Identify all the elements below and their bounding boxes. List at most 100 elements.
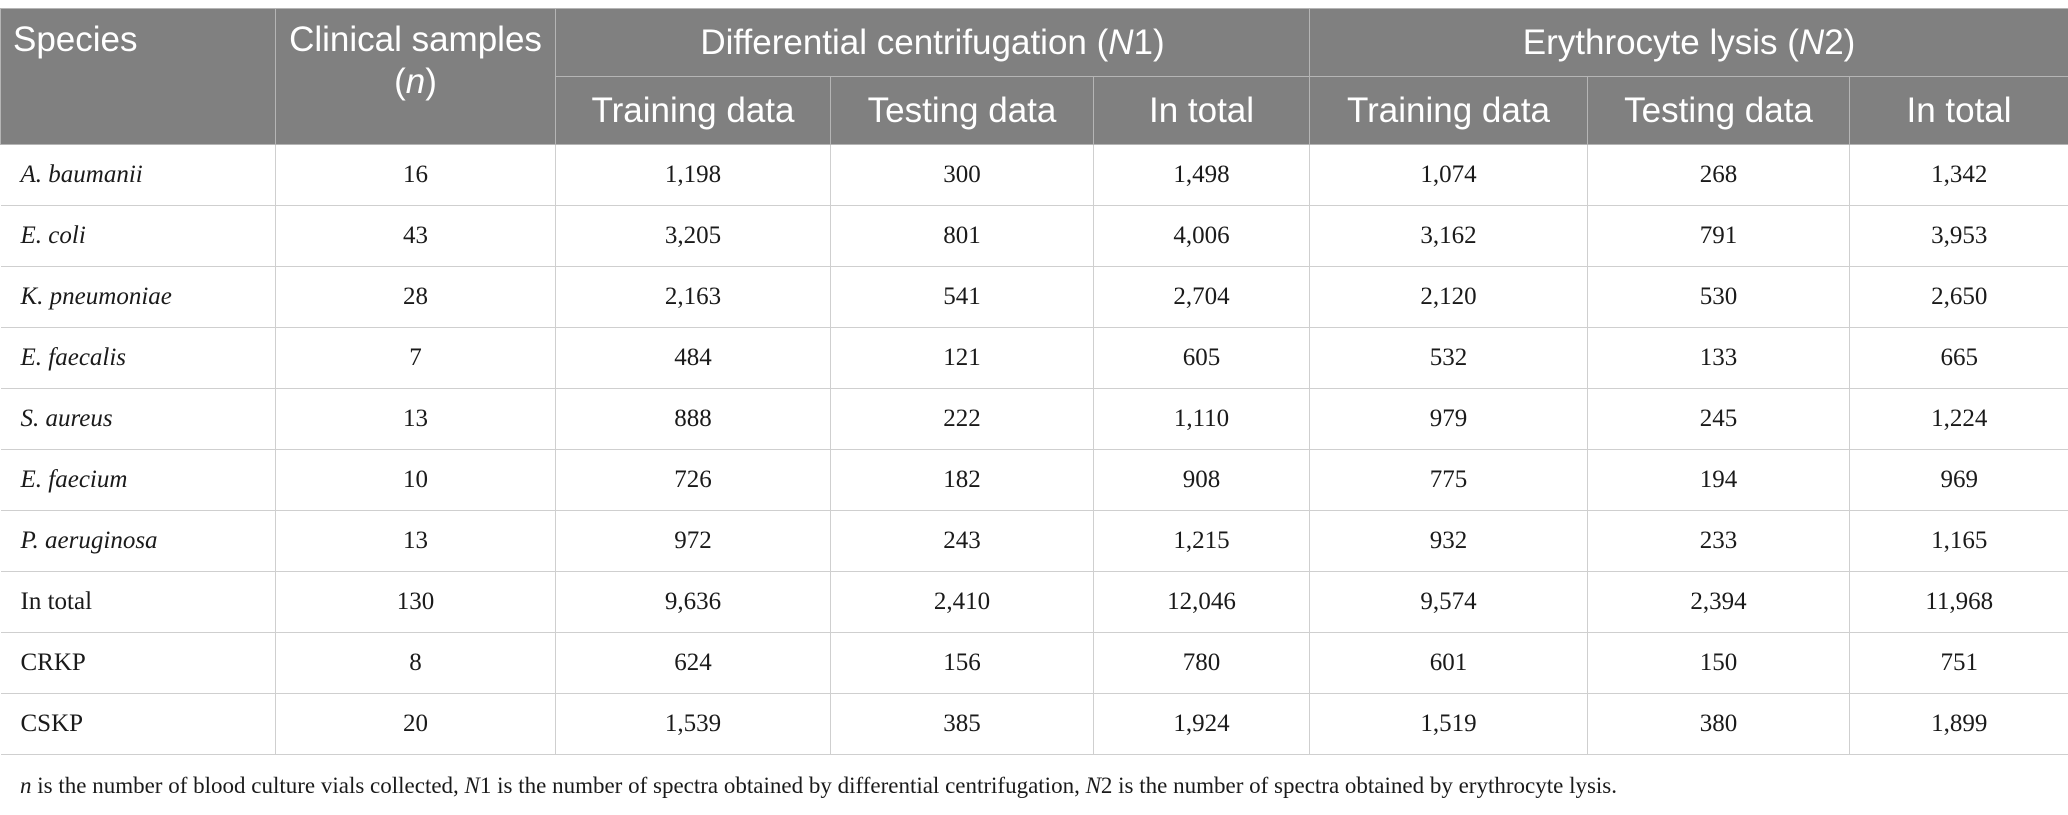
header-erythrocyte-lysis: Erythrocyte lysis (N2) — [1309, 8, 2068, 77]
cell-clinical-samples: 43 — [275, 205, 556, 267]
cell-n2-training: 775 — [1309, 449, 1589, 511]
header-n1-total: In total — [1092, 76, 1311, 145]
data-table: Species Clinical samples (n) Differentia… — [0, 8, 2068, 755]
cell-clinical-samples: 130 — [275, 571, 556, 633]
cell-species: S. aureus — [0, 388, 276, 450]
cell-clinical-samples: 13 — [275, 510, 556, 572]
table-row: E. coli 43 3,205 801 4,006 3,162 791 3,953 — [0, 205, 2068, 267]
cell-n1-total: 908 — [1093, 449, 1311, 511]
cell-n1-total: 2,704 — [1093, 266, 1311, 328]
cell-species: CRKP — [0, 632, 276, 694]
header-n1-testing: Testing data — [830, 76, 1094, 145]
cell-n1-training: 972 — [555, 510, 831, 572]
cell-species: CSKP — [0, 693, 276, 755]
header-n2-training: Training data — [1309, 76, 1589, 145]
table-row: E. faecalis 7 484 121 605 532 133 665 — [0, 327, 2068, 389]
cell-n2-total: 2,650 — [1849, 266, 2068, 328]
table-row: CRKP 8 624 156 780 601 150 751 — [0, 632, 2068, 694]
cell-n2-testing: 245 — [1587, 388, 1851, 450]
table-row: CSKP 20 1,539 385 1,924 1,519 380 1,899 — [0, 693, 2068, 755]
cell-n2-testing: 233 — [1587, 510, 1851, 572]
cell-n1-training: 1,539 — [555, 693, 831, 755]
cell-n1-testing: 182 — [830, 449, 1094, 511]
cell-n1-testing: 385 — [830, 693, 1094, 755]
cell-clinical-samples: 8 — [275, 632, 556, 694]
cell-n2-training: 3,162 — [1309, 205, 1589, 267]
table-row: S. aureus 13 888 222 1,110 979 245 1,224 — [0, 388, 2068, 450]
cell-n2-training: 9,574 — [1309, 571, 1589, 633]
cell-n1-training: 484 — [555, 327, 831, 389]
header-differential-centrifugation: Differential centrifugation (N1) — [554, 8, 1311, 77]
cell-n1-training: 3,205 — [555, 205, 831, 267]
cell-n1-training: 2,163 — [555, 266, 831, 328]
cell-species: P. aeruginosa — [0, 510, 276, 572]
cell-species: A. baumanii — [0, 144, 276, 206]
cell-species: In total — [0, 571, 276, 633]
cell-n1-training: 726 — [555, 449, 831, 511]
cell-clinical-samples: 7 — [275, 327, 556, 389]
header-n2-testing: Testing data — [1587, 76, 1851, 145]
header-species: Species — [0, 8, 276, 145]
header-clinical-label: Clinical samples (n) — [289, 20, 542, 101]
table-footnote: n is the number of blood culture vials c… — [20, 773, 1617, 799]
cell-n2-total: 1,224 — [1849, 388, 2068, 450]
cell-n1-total: 605 — [1093, 327, 1311, 389]
cell-n2-testing: 268 — [1587, 144, 1851, 206]
cell-n1-total: 1,924 — [1093, 693, 1311, 755]
cell-n1-testing: 243 — [830, 510, 1094, 572]
cell-clinical-samples: 10 — [275, 449, 556, 511]
cell-n2-total: 1,342 — [1849, 144, 2068, 206]
cell-n1-total: 1,215 — [1093, 510, 1311, 572]
cell-n2-total: 1,899 — [1849, 693, 2068, 755]
cell-n1-testing: 2,410 — [830, 571, 1094, 633]
cell-n2-testing: 133 — [1587, 327, 1851, 389]
cell-n2-training: 932 — [1309, 510, 1589, 572]
cell-n2-testing: 380 — [1587, 693, 1851, 755]
table-row: In total 130 9,636 2,410 12,046 9,574 2,394 11,… — [0, 571, 2068, 633]
table-row: E. faecium 10 726 182 908 775 194 969 — [0, 449, 2068, 511]
cell-n2-total: 751 — [1849, 632, 2068, 694]
cell-n1-testing: 801 — [830, 205, 1094, 267]
header-n2-total: In total — [1849, 76, 2068, 145]
cell-clinical-samples: 28 — [275, 266, 556, 328]
cell-n2-total: 3,953 — [1849, 205, 2068, 267]
cell-species: E. faecium — [0, 449, 276, 511]
cell-clinical-samples: 20 — [275, 693, 556, 755]
table-body: A. baumanii 16 1,198 300 1,498 1,074 268 1,342 E… — [0, 144, 2068, 755]
cell-n2-testing: 150 — [1587, 632, 1851, 694]
header-clinical-samples: Clinical samples (n) — [275, 8, 556, 145]
cell-n1-training: 888 — [555, 388, 831, 450]
cell-n2-total: 11,968 — [1849, 571, 2068, 633]
cell-n1-total: 1,498 — [1093, 144, 1311, 206]
cell-n1-testing: 300 — [830, 144, 1094, 206]
header-n1-training: Training data — [555, 76, 831, 145]
cell-n1-testing: 121 — [830, 327, 1094, 389]
cell-n2-testing: 2,394 — [1587, 571, 1851, 633]
cell-n2-training: 1,519 — [1309, 693, 1589, 755]
cell-n2-total: 1,165 — [1849, 510, 2068, 572]
cell-n1-testing: 541 — [830, 266, 1094, 328]
cell-n2-testing: 194 — [1587, 449, 1851, 511]
header-row-groups: Species Clinical samples (n) Differentia… — [0, 8, 2068, 145]
cell-n2-total: 969 — [1849, 449, 2068, 511]
cell-n1-total: 780 — [1093, 632, 1311, 694]
cell-n1-training: 624 — [555, 632, 831, 694]
cell-n2-total: 665 — [1849, 327, 2068, 389]
cell-n1-total: 4,006 — [1093, 205, 1311, 267]
cell-n2-training: 1,074 — [1309, 144, 1589, 206]
cell-n1-total: 1,110 — [1093, 388, 1311, 450]
cell-n2-training: 2,120 — [1309, 266, 1589, 328]
table-row: P. aeruginosa 13 972 243 1,215 932 233 1,165 — [0, 510, 2068, 572]
cell-n1-testing: 222 — [830, 388, 1094, 450]
cell-clinical-samples: 16 — [275, 144, 556, 206]
cell-n1-total: 12,046 — [1093, 571, 1311, 633]
cell-n1-training: 1,198 — [555, 144, 831, 206]
cell-species: E. coli — [0, 205, 276, 267]
cell-n2-training: 532 — [1309, 327, 1589, 389]
cell-n2-training: 979 — [1309, 388, 1589, 450]
footnote-text: n is the number of blood culture vials c… — [20, 773, 1618, 798]
cell-species: K. pneumoniae — [0, 266, 276, 328]
cell-n2-testing: 530 — [1587, 266, 1851, 328]
cell-species: E. faecalis — [0, 327, 276, 389]
cell-n1-training: 9,636 — [555, 571, 831, 633]
